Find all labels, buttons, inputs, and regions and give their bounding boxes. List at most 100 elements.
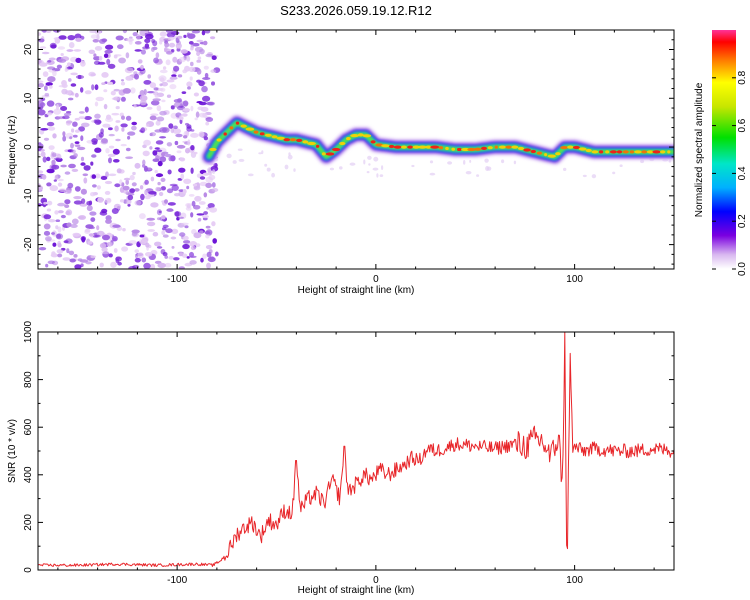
noise-speckle [54,174,59,181]
noise-speckle [205,182,213,189]
snr-x-axis: -100 0 100 [57,332,655,586]
ridge-hotspot [622,150,629,154]
noise-speckle [40,151,46,157]
noise-speckle [146,217,155,221]
noise-speckle [93,53,97,58]
ridge-hotspot [578,147,587,151]
noise-speckle [202,253,207,259]
noise-speckle [48,57,56,61]
signal-ridge [200,102,674,177]
ridge-hotspot [325,152,335,156]
ridge-hotspot [523,148,531,152]
noise-speckle [171,184,179,191]
noise-speckle [48,85,53,89]
noise-speckle [43,223,51,230]
noise-speckle [91,174,97,179]
noise-speckle [106,58,111,65]
noise-speckle [211,55,217,60]
noise-speckle [203,192,208,198]
colorbar-scale [712,30,736,269]
noise-speckle [194,117,198,121]
noise-speckle [103,103,108,110]
noise-speckle [366,171,370,174]
ridge-hotspot [253,130,259,134]
noise-speckle [143,80,152,85]
noise-speckle [113,96,122,101]
ridge-hotspot [605,150,610,154]
noise-speckle [134,257,141,263]
ridge-hotspot [223,132,227,136]
noise-speckle [38,153,41,156]
noise-speckle [143,165,148,172]
noise-speckle [161,230,166,236]
colorbar: 0.0 0.2 0.4 0.6 0.8 Normalized spectral ampl… [694,30,748,276]
noise-speckle [139,185,144,190]
noise-speckle [175,42,182,50]
noise-speckle [48,145,55,151]
noise-speckle [115,256,122,262]
noise-speckle [115,106,120,110]
noise-speckle [166,51,173,55]
noise-speckle [71,92,75,96]
noise-speckle [196,101,203,104]
ridge-hotspot [265,133,272,137]
noise-speckle [167,36,175,41]
noise-speckle [65,210,71,216]
ridge-hotspot [235,121,240,125]
noise-speckle [155,120,161,126]
noise-speckle [57,182,63,187]
spectrogram-x-label: Height of straight line (km) [298,285,415,296]
noise-speckle [266,167,271,172]
noise-speckle [208,174,216,180]
noise-speckle [172,56,178,63]
noise-speckle [74,33,82,40]
noise-speckle [38,170,44,174]
noise-speckle [476,174,480,177]
noise-speckle [63,240,69,244]
noise-speckle [72,121,78,127]
noise-speckle [154,94,159,98]
noise-speckle [80,162,86,166]
noise-speckle [190,212,194,218]
noise-speckle [205,53,214,58]
noise-speckle [83,177,88,184]
noise-speckle [117,44,124,50]
noise-speckle [39,62,48,67]
noise-speckle [187,86,191,90]
noise-speckle [89,30,98,34]
noise-speckle [122,185,130,191]
noise-speckle [101,72,109,78]
noise-speckle [429,172,436,176]
noise-speckle [178,252,184,257]
noise-speckle [101,208,108,214]
ridge-hotspot [393,145,402,149]
noise-speckle [238,158,245,162]
noise-speckle [204,72,209,79]
noise-speckle [161,81,168,87]
noise-speckle [54,37,61,44]
noise-speckle [164,47,168,53]
noise-speckle [120,81,126,86]
noise-speckle [74,144,81,148]
noise-speckle [184,65,190,72]
noise-speckle [56,249,64,254]
noise-speckle [134,200,142,206]
noise-speckle [202,95,211,102]
noise-speckle [69,136,73,140]
ridge-hotspot [290,138,296,142]
noise-speckle [73,254,78,258]
noise-speckle [38,80,44,83]
noise-speckle [145,252,153,257]
ridge-hotspot [425,145,432,149]
noise-speckle [68,163,76,169]
noise-speckle [94,147,102,153]
noise-speckle [145,242,150,248]
noise-speckle [429,160,434,164]
noise-speckle [376,173,379,178]
noise-speckle [181,91,187,94]
noise-speckle [183,178,192,184]
noise-speckle [70,142,74,149]
noise-speckle [121,115,125,120]
x-tick-label: -100 [167,575,187,586]
